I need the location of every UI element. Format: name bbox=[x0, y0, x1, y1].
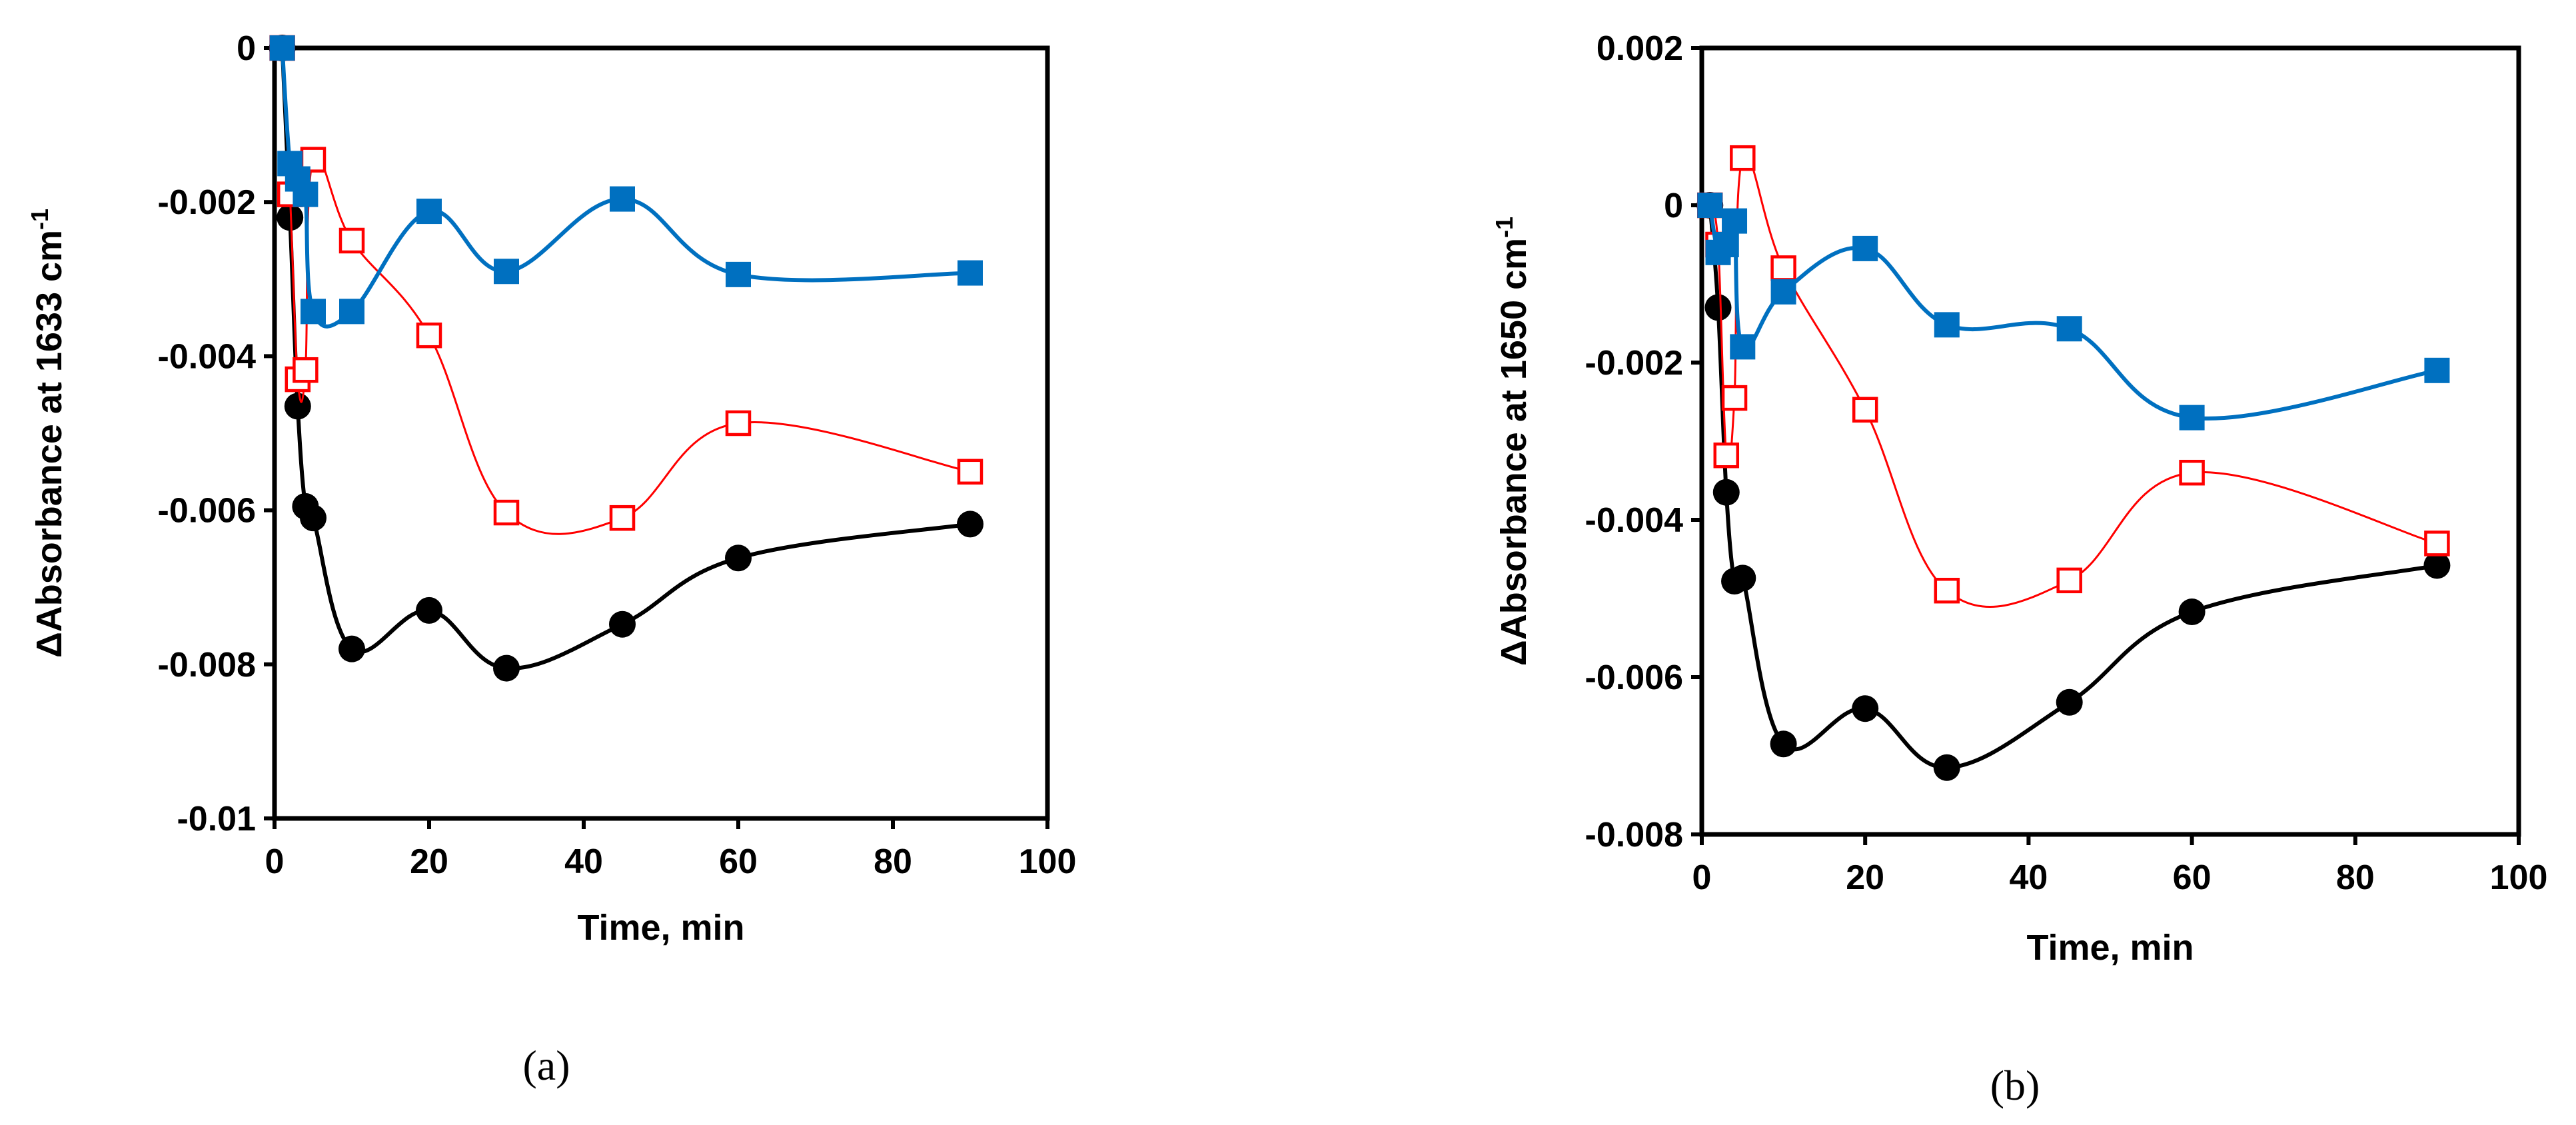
data-point bbox=[2056, 567, 2082, 594]
data-point bbox=[416, 322, 442, 349]
chart-a: 0 20 40 60 80 100 0 -0.002 -0.004 -0.006 -0.008 -0.… bbox=[26, 29, 1076, 1089]
data-point bbox=[1722, 208, 1748, 234]
x-tick-label: 80 bbox=[874, 842, 912, 881]
y-axis-title: ΔAbsorbance at 1633 cm-1 bbox=[26, 209, 69, 658]
data-point bbox=[339, 299, 364, 325]
data-point bbox=[1852, 235, 1878, 261]
y-axis-title-superscript: -1 bbox=[1491, 217, 1518, 238]
data-point bbox=[301, 299, 326, 325]
figure-caption: (a) bbox=[522, 1042, 570, 1089]
data-point bbox=[1852, 695, 1879, 722]
data-point bbox=[1730, 145, 1756, 171]
data-point bbox=[726, 261, 751, 287]
x-tick-label: 100 bbox=[2490, 858, 2548, 897]
data-point bbox=[1713, 442, 1740, 469]
data-point bbox=[416, 199, 442, 225]
data-point bbox=[1721, 385, 1748, 411]
y-tick-label: -0.002 bbox=[158, 183, 256, 222]
x-tick-label: 80 bbox=[2336, 858, 2375, 897]
y-tick-label: -0.008 bbox=[158, 646, 256, 684]
data-point bbox=[2423, 552, 2451, 579]
data-point bbox=[293, 181, 319, 207]
y-tick-label: -0.006 bbox=[158, 492, 256, 531]
x-tick-label: 20 bbox=[410, 842, 448, 881]
data-point bbox=[957, 459, 983, 485]
y-tick-label: 0.002 bbox=[1597, 29, 1683, 68]
x-tick-label: 100 bbox=[1019, 842, 1077, 881]
data-point bbox=[2179, 405, 2205, 431]
x-tick-label: 40 bbox=[2009, 858, 2048, 897]
data-point bbox=[338, 635, 365, 662]
x-tick-label: 60 bbox=[719, 842, 758, 881]
series-line bbox=[1708, 205, 2437, 421]
data-point bbox=[1770, 730, 1797, 758]
y-tick-label: 0 bbox=[1664, 187, 1683, 225]
data-point bbox=[493, 499, 520, 526]
data-point bbox=[1730, 334, 1756, 360]
data-point bbox=[610, 186, 635, 212]
y-tick-label: 0 bbox=[237, 29, 256, 68]
x-tick-label: 40 bbox=[564, 842, 603, 881]
data-point bbox=[2056, 688, 2083, 716]
data-point bbox=[1697, 193, 1723, 218]
data-point bbox=[1713, 232, 1739, 257]
data-point bbox=[494, 259, 519, 285]
chart-b: 0 20 40 60 80 100 0.002 0 -0.002 -0.004 -0.006 -0.0… bbox=[1491, 29, 2547, 1109]
data-point bbox=[2424, 531, 2450, 557]
x-tick-label: 20 bbox=[1846, 858, 1884, 897]
x-axis-title: Time, min bbox=[2026, 928, 2194, 968]
series-line bbox=[281, 47, 971, 535]
data-point bbox=[293, 357, 319, 383]
x-tick-label: 60 bbox=[2173, 858, 2212, 897]
data-point bbox=[338, 227, 365, 254]
figure-caption: (b) bbox=[1990, 1062, 2040, 1109]
data-point bbox=[1852, 397, 1878, 423]
data-point bbox=[2179, 459, 2205, 486]
data-point bbox=[1770, 279, 1796, 305]
data-point bbox=[1934, 312, 1960, 338]
data-point bbox=[957, 511, 983, 538]
y-tick-label: -0.008 bbox=[1585, 816, 1683, 854]
data-point bbox=[269, 35, 295, 61]
y-tick-label: -0.004 bbox=[158, 337, 257, 376]
x-axis-title: Time, min bbox=[577, 908, 744, 948]
plot-frame bbox=[1699, 45, 2521, 837]
y-tick-label: -0.002 bbox=[1585, 344, 1683, 383]
data-point bbox=[416, 596, 442, 624]
y-axis-title-text: ΔAbsorbance at 1633 cm bbox=[29, 230, 69, 658]
data-point bbox=[300, 505, 326, 532]
y-tick-label: -0.004 bbox=[1585, 501, 1684, 540]
data-point bbox=[1933, 754, 1960, 781]
y-axis-title-text: ΔAbsorbance at 1650 cm bbox=[1494, 238, 1534, 666]
data-point bbox=[609, 610, 636, 638]
series-line bbox=[1708, 153, 2437, 608]
data-point bbox=[725, 410, 752, 437]
x-tick-label: 0 bbox=[265, 842, 285, 881]
y-tick-label: -0.006 bbox=[1585, 658, 1683, 697]
data-point bbox=[2178, 598, 2206, 626]
y-tick-label: -0.01 bbox=[177, 800, 256, 838]
y-axis-title-superscript: -1 bbox=[26, 209, 53, 230]
data-point bbox=[1934, 577, 1960, 604]
data-point bbox=[1770, 255, 1796, 281]
data-point bbox=[284, 393, 311, 420]
y-axis-title: ΔAbsorbance at 1650 cm-1 bbox=[1491, 217, 1534, 666]
series-line bbox=[1708, 205, 2437, 770]
data-point bbox=[1729, 564, 1756, 592]
data-point bbox=[1712, 479, 1740, 506]
series-line bbox=[280, 47, 971, 670]
plot-frame bbox=[272, 45, 1050, 821]
data-point bbox=[2424, 357, 2450, 383]
x-tick-label: 0 bbox=[1692, 858, 1712, 897]
data-point bbox=[493, 654, 520, 682]
data-point bbox=[958, 260, 983, 286]
data-point bbox=[609, 505, 636, 531]
data-point bbox=[725, 545, 752, 572]
data-point bbox=[1704, 294, 1732, 321]
data-point bbox=[2056, 316, 2082, 342]
